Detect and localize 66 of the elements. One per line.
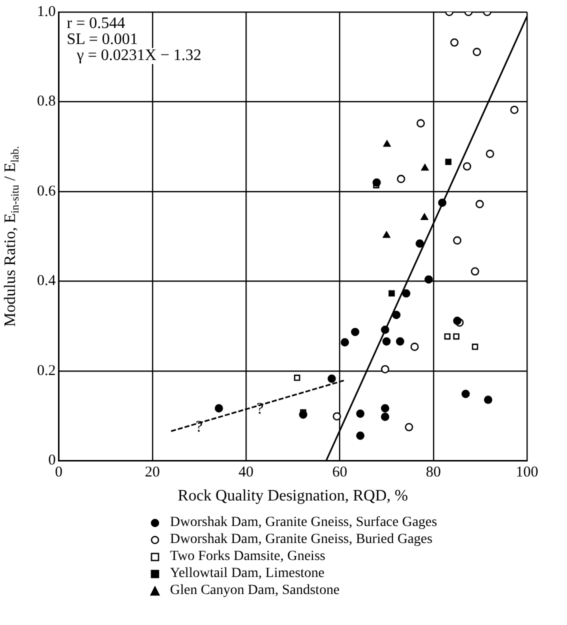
y-tick-label: 0 [48, 452, 56, 469]
legend-label: Two Forks Damsite, Gneiss [170, 548, 326, 565]
y-tick-label: 0.4 [37, 273, 56, 290]
y-tick-label: 0.2 [37, 362, 56, 379]
point [351, 328, 360, 336]
point [402, 289, 410, 298]
point [444, 333, 451, 340]
legend-label: Yellowtail Dam, Limestone [170, 565, 325, 582]
legend-label: Dworshak Dam, Granite Gneiss, Surface Gages [170, 514, 438, 531]
point [392, 310, 401, 320]
point [453, 316, 462, 325]
point [486, 150, 494, 158]
point [462, 162, 472, 171]
point [332, 412, 342, 421]
point [416, 119, 425, 128]
point [445, 158, 452, 166]
x-tick-label: 20 [144, 464, 160, 481]
y-tick-label: 0.8 [37, 94, 56, 110]
point [470, 267, 480, 276]
point [453, 333, 460, 340]
y-axis-title: Modulus Ratio, Ein-situ / Elab. [2, 146, 22, 327]
x-tick-label: 80 [426, 464, 441, 481]
annotation: r = 0.544 [66, 15, 126, 32]
point [383, 140, 391, 147]
x-tick-label: 40 [238, 464, 254, 481]
x-axis-title: Rock Quality Designation, RQD, % [178, 488, 408, 505]
point [420, 213, 428, 220]
x-tick-label: 100 [516, 464, 538, 481]
point [294, 374, 300, 381]
point [380, 404, 390, 412]
point [404, 422, 414, 432]
point [410, 342, 419, 351]
point [382, 231, 390, 238]
point [476, 200, 484, 208]
point [340, 338, 349, 346]
point [472, 48, 482, 56]
point [453, 236, 462, 245]
y-tick-label: 1.0 [37, 4, 56, 20]
point [388, 290, 395, 297]
x-tick-label: 60 [332, 464, 348, 481]
annotation: SL = 0.001 [66, 31, 138, 48]
point [328, 374, 336, 383]
point [472, 344, 478, 350]
legend-label: Glen Canyon Dam, Sandstone [170, 582, 340, 599]
point [396, 337, 404, 346]
point [372, 178, 381, 187]
point [214, 404, 224, 412]
point [421, 164, 429, 171]
annotation: γ = 0.0231X − 1.32 [76, 47, 202, 64]
point [382, 337, 391, 346]
point [462, 390, 470, 398]
point [416, 239, 424, 248]
point [380, 412, 390, 421]
point [299, 410, 308, 419]
point [380, 365, 390, 374]
point [438, 198, 446, 207]
y-tick-label: 0.6 [37, 183, 56, 200]
point [356, 432, 364, 440]
point [484, 396, 492, 404]
point [356, 410, 364, 418]
point [424, 275, 433, 284]
legend-label: Dworshak Dam, Granite Gneiss, Buried Gages [170, 531, 432, 548]
point [380, 326, 390, 334]
point [396, 174, 406, 184]
point [450, 38, 459, 47]
point [510, 106, 519, 114]
